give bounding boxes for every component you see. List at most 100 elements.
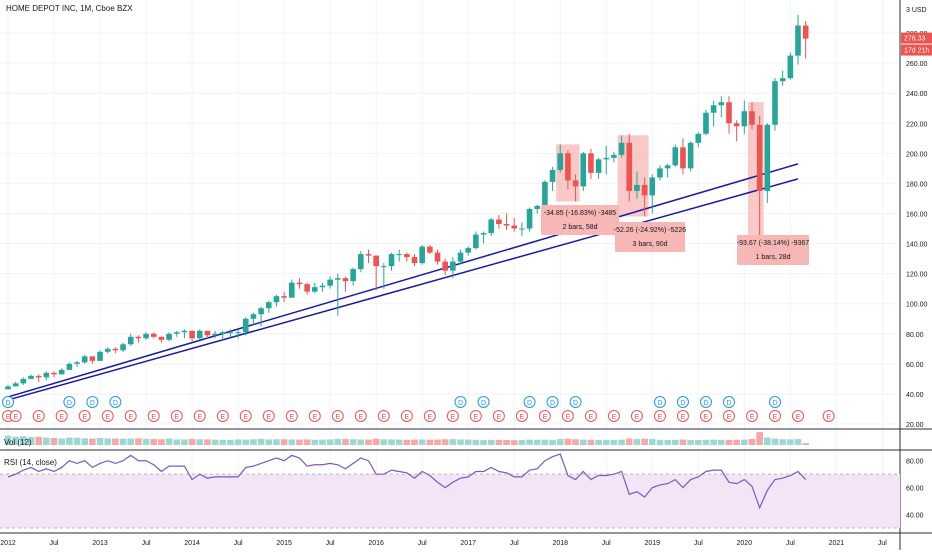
candle-body[interactable] <box>358 254 364 270</box>
dividend-marker-icon[interactable] <box>569 396 582 408</box>
dividend-marker-icon[interactable] <box>2 396 14 408</box>
earnings-marker-icon[interactable] <box>193 410 206 422</box>
earnings-marker-icon[interactable] <box>170 410 183 422</box>
dividend-marker-icon[interactable] <box>699 396 712 408</box>
earnings-marker-icon[interactable] <box>239 410 252 422</box>
candle-body[interactable] <box>20 378 27 384</box>
earnings-marker-icon[interactable] <box>699 410 712 422</box>
candle-body[interactable] <box>227 332 234 334</box>
earnings-marker-icon[interactable] <box>285 410 298 422</box>
candle-body[interactable] <box>534 205 541 209</box>
candle-body[interactable] <box>365 254 372 256</box>
candle-body[interactable] <box>173 332 180 334</box>
candle-body[interactable] <box>457 252 464 262</box>
candle-body[interactable] <box>250 314 257 319</box>
candle-body[interactable] <box>557 153 564 170</box>
candle-body[interactable] <box>150 333 157 337</box>
candle-body[interactable] <box>480 233 487 235</box>
candle-body[interactable] <box>641 184 648 196</box>
candle-body[interactable] <box>549 169 556 182</box>
dividend-marker-icon[interactable] <box>722 396 735 408</box>
dividend-marker-icon[interactable] <box>523 396 536 408</box>
dividend-marker-icon[interactable] <box>63 396 76 408</box>
candle-body[interactable] <box>304 284 310 292</box>
dividend-marker-icon[interactable] <box>109 396 122 408</box>
candle-body[interactable] <box>664 165 671 169</box>
earnings-marker-icon[interactable] <box>722 410 735 422</box>
candle-body[interactable] <box>112 348 119 351</box>
candle-body[interactable] <box>618 142 625 155</box>
rsi-line[interactable] <box>7 453 807 510</box>
candle-body[interactable] <box>373 255 379 267</box>
candle-body[interactable] <box>588 153 594 173</box>
candle-body[interactable] <box>381 266 387 268</box>
candle-body[interactable] <box>680 147 686 169</box>
candle-body[interactable] <box>342 278 349 282</box>
candle-body[interactable] <box>787 55 794 79</box>
candle-body[interactable] <box>779 78 786 82</box>
candle-body[interactable] <box>542 181 548 206</box>
earnings-marker-icon[interactable] <box>469 410 482 422</box>
candle-body[interactable] <box>733 123 740 127</box>
earnings-marker-icon[interactable] <box>9 410 22 422</box>
earnings-marker-icon[interactable] <box>147 410 160 422</box>
earnings-marker-icon[interactable] <box>101 410 114 422</box>
candle-body[interactable] <box>388 254 395 267</box>
candle-body[interactable] <box>273 296 280 303</box>
candle-body[interactable] <box>158 336 165 340</box>
earnings-marker-icon[interactable] <box>78 410 91 422</box>
candle-body[interactable] <box>749 111 755 125</box>
candle-body[interactable] <box>603 157 610 160</box>
candle-body[interactable] <box>58 369 65 375</box>
candle-body[interactable] <box>104 348 111 352</box>
earnings-marker-icon[interactable] <box>822 410 835 422</box>
candle-body[interactable] <box>235 332 241 334</box>
candle-body[interactable] <box>281 296 287 298</box>
earnings-marker-icon[interactable] <box>216 410 229 422</box>
candle-body[interactable] <box>204 330 211 336</box>
earnings-marker-icon[interactable] <box>745 410 758 422</box>
candle-body[interactable] <box>181 330 188 333</box>
candle-body[interactable] <box>511 225 518 229</box>
earnings-marker-icon[interactable] <box>262 410 275 422</box>
dividend-marker-icon[interactable] <box>676 396 689 408</box>
earnings-marker-icon[interactable] <box>584 410 597 422</box>
candle-body[interactable] <box>626 142 633 191</box>
candle-body[interactable] <box>350 269 356 282</box>
candle-body[interactable] <box>212 333 218 336</box>
earnings-marker-icon[interactable] <box>630 410 643 422</box>
earnings-marker-icon[interactable] <box>676 410 689 422</box>
candle-body[interactable] <box>703 112 709 134</box>
earnings-marker-icon[interactable] <box>561 410 574 422</box>
candle-body[interactable] <box>411 257 418 264</box>
candle-body[interactable] <box>404 254 410 258</box>
candle-body[interactable] <box>28 375 34 379</box>
candle-body[interactable] <box>319 285 326 288</box>
candle-body[interactable] <box>51 372 57 375</box>
candle-body[interactable] <box>595 159 602 173</box>
candle-body[interactable] <box>265 302 272 309</box>
candle-body[interactable] <box>710 105 717 113</box>
candle-body[interactable] <box>649 177 656 196</box>
candle-body[interactable] <box>242 318 249 333</box>
candle-body[interactable] <box>802 25 809 39</box>
candle-body[interactable] <box>288 282 295 298</box>
candle-body[interactable] <box>741 111 748 127</box>
candle-body[interactable] <box>219 332 226 334</box>
candle-body[interactable] <box>258 308 264 315</box>
candle-body[interactable] <box>442 261 448 271</box>
dividend-marker-icon[interactable] <box>653 396 666 408</box>
earnings-marker-icon[interactable] <box>400 410 413 422</box>
candle-body[interactable] <box>427 246 433 253</box>
candle-body[interactable] <box>166 333 172 340</box>
candle-body[interactable] <box>135 336 142 339</box>
candle-body[interactable] <box>764 124 771 191</box>
earnings-marker-icon[interactable] <box>792 410 805 422</box>
dividend-marker-icon[interactable] <box>86 396 99 408</box>
candle-body[interactable] <box>43 372 50 378</box>
earnings-marker-icon[interactable] <box>124 410 137 422</box>
earnings-marker-icon[interactable] <box>769 410 781 422</box>
candle-body[interactable] <box>695 133 702 143</box>
